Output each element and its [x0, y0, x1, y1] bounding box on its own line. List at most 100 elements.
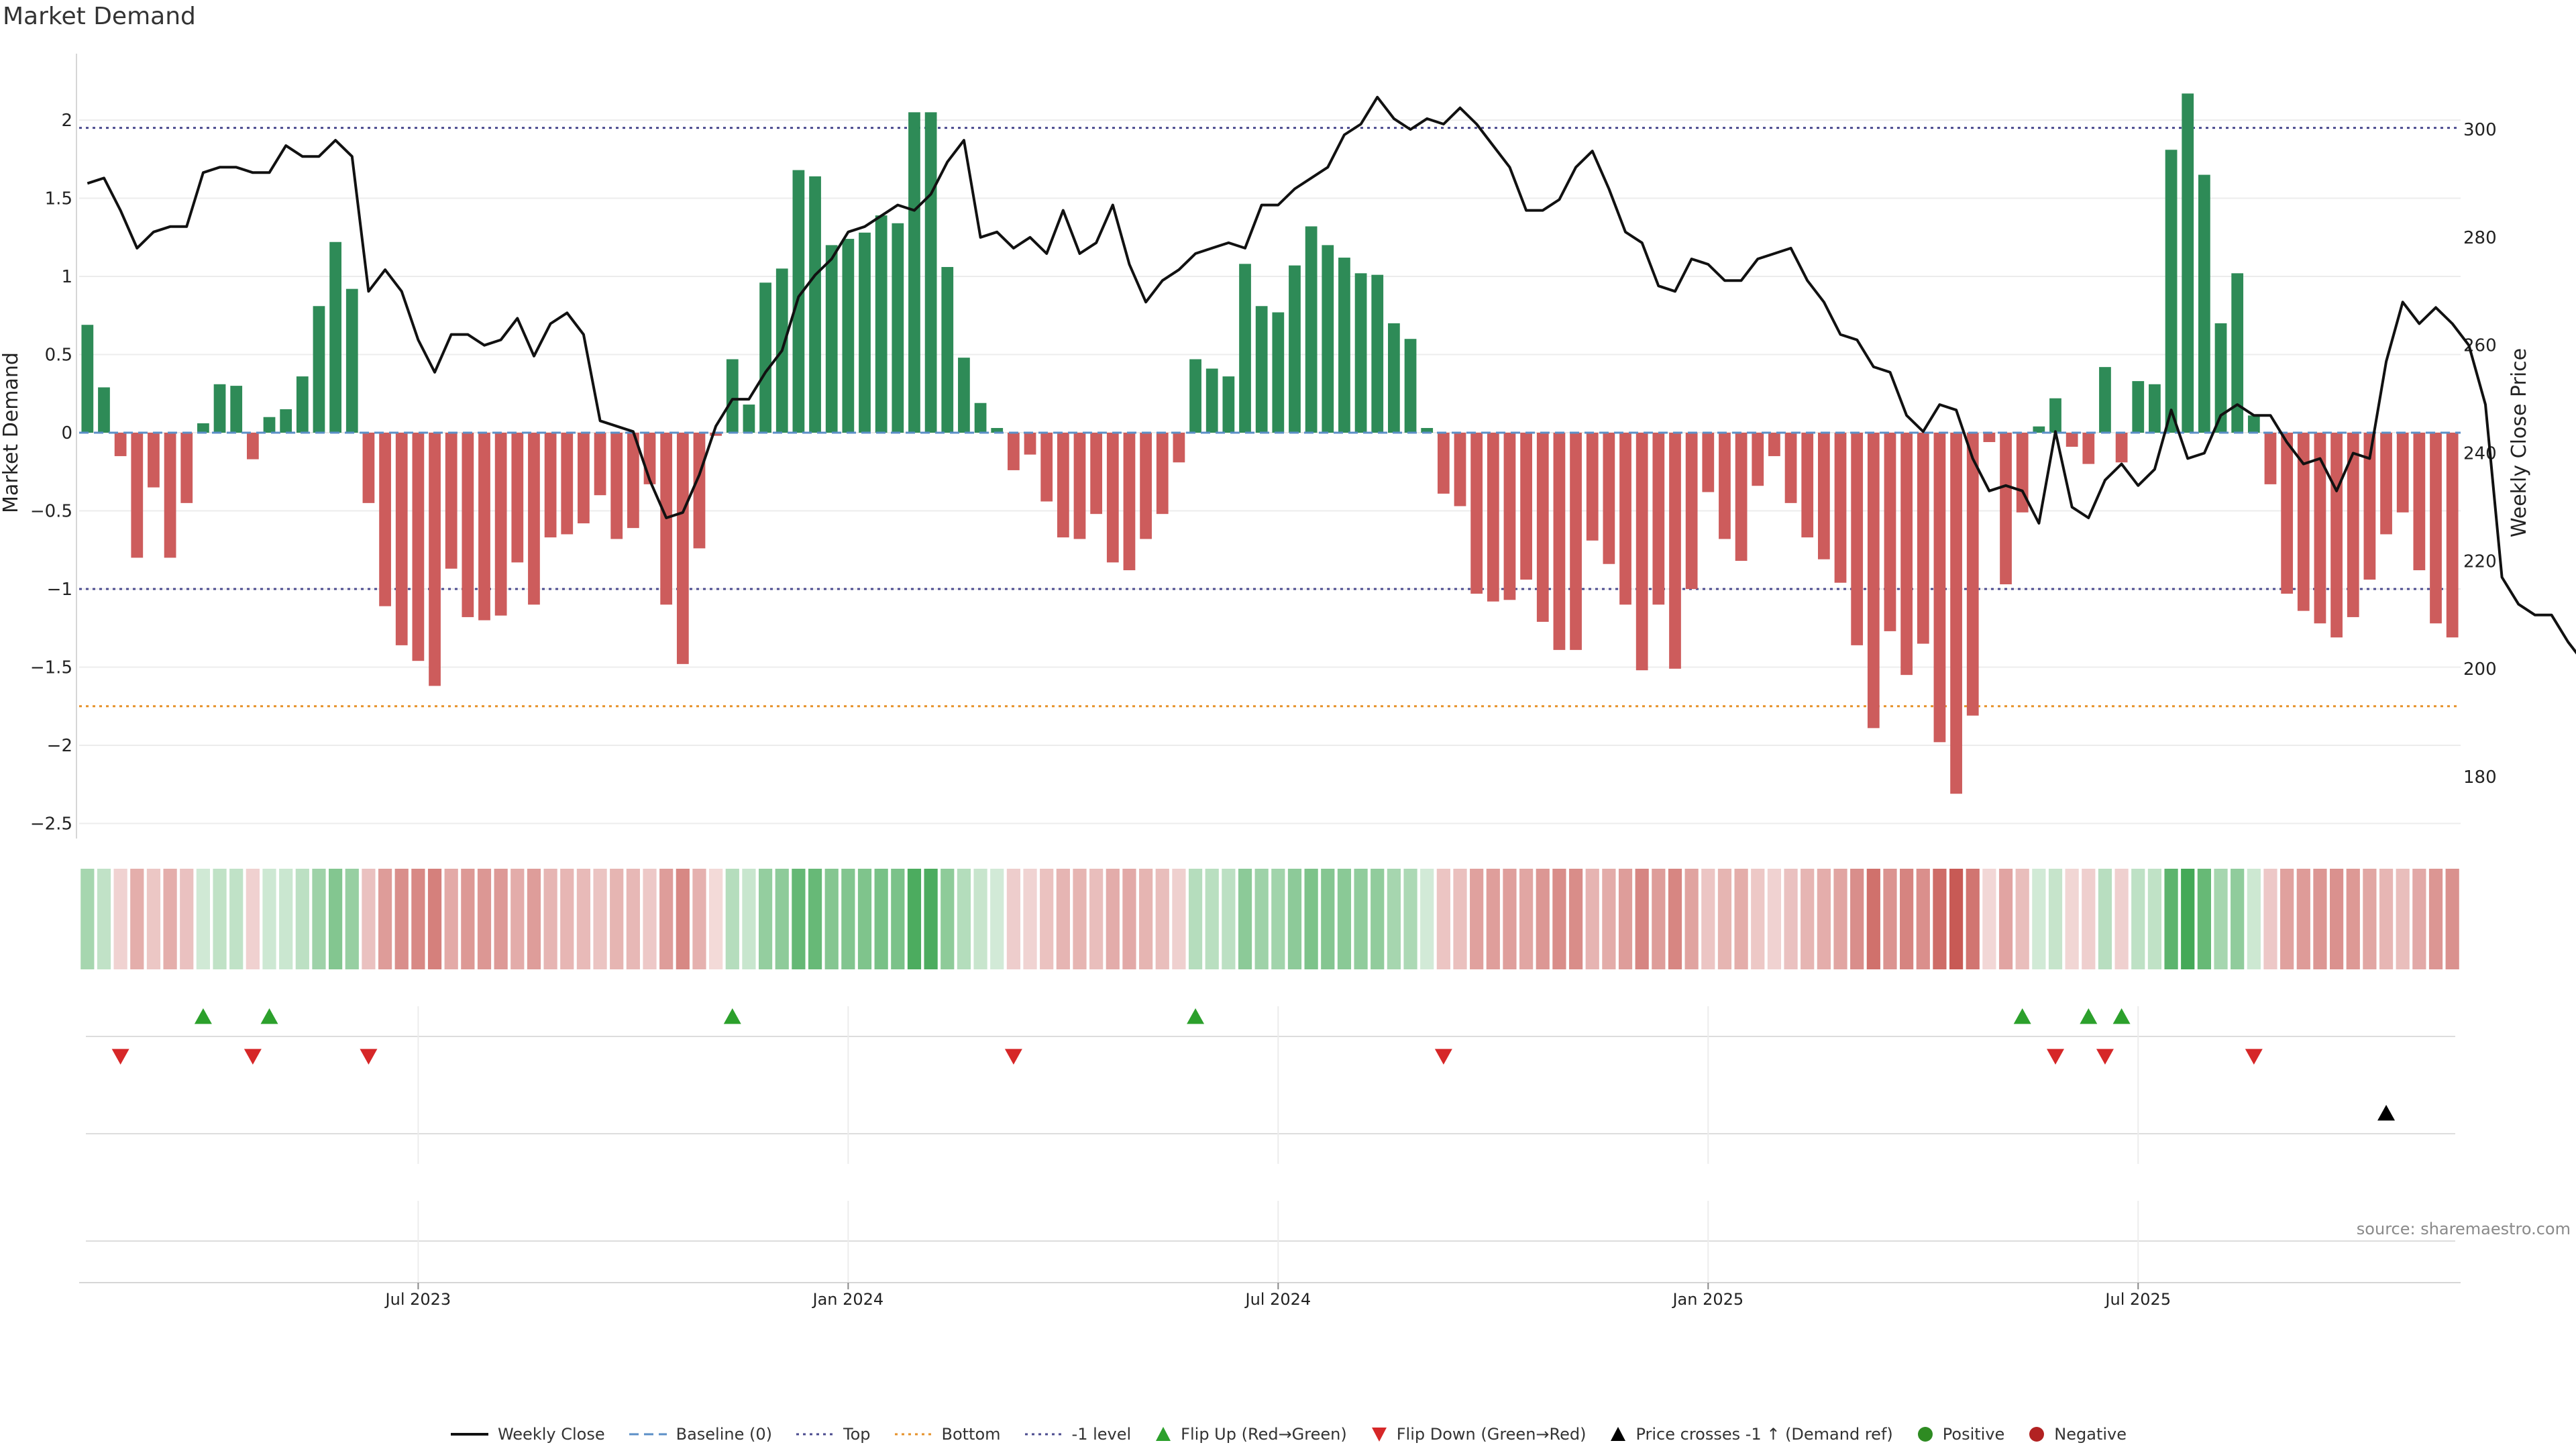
- x-tick-label: Jul 2024: [1244, 1290, 1311, 1309]
- legend-item-minus1: -1 level: [1024, 1425, 1131, 1444]
- heat-strip-cell: [329, 869, 343, 969]
- demand-bar: [445, 433, 458, 569]
- heat-strip-cell: [262, 869, 276, 969]
- heat-strip-cell: [378, 869, 392, 969]
- flip-down-swatch-mark: [1371, 1428, 1387, 1442]
- heat-strip-cell: [97, 869, 111, 969]
- legend-item-baseline: Baseline (0): [628, 1425, 772, 1444]
- y2-tick-label: 220: [2463, 551, 2497, 572]
- demand-bar: [2281, 433, 2294, 594]
- flip-down-marker: [244, 1049, 262, 1065]
- heat-strip-cell: [1982, 869, 1996, 969]
- heat-strip-cell: [1040, 869, 1054, 969]
- heat-strip-cell: [874, 869, 888, 969]
- heat-strip-cell: [477, 869, 492, 969]
- y2-axis-label: Weekly Close Price: [2508, 348, 2531, 537]
- y-tick-label: −1.5: [30, 658, 72, 678]
- demand-bar: [313, 306, 325, 433]
- demand-bar: [197, 423, 209, 433]
- heat-strip-cell: [593, 869, 607, 969]
- demand-bar: [2000, 433, 2012, 585]
- heat-strip-cell: [1271, 869, 1285, 969]
- heat-strip-cell: [907, 869, 922, 969]
- heat-strip-cell: [775, 869, 789, 969]
- minus1-swatch-icon: [1024, 1433, 1063, 1436]
- demand-bar: [1437, 433, 1450, 494]
- flip-down-marker: [1004, 1049, 1022, 1065]
- heat-strip-cell: [1933, 869, 1947, 969]
- heat-strip-cell: [610, 869, 624, 969]
- heat-strip-cell: [643, 869, 657, 969]
- demand-bar: [1173, 433, 1185, 463]
- heat-strip-cell: [1734, 869, 1748, 969]
- demand-bar: [1322, 245, 1334, 433]
- x-tick-label: Jan 2025: [1671, 1290, 1743, 1309]
- heat-strip-cell: [2181, 869, 2195, 969]
- legend-item-top: Top: [795, 1425, 871, 1444]
- heat-strip-cell: [1519, 869, 1534, 969]
- demand-bar: [792, 170, 805, 433]
- heat-strip-cell: [1503, 869, 1517, 969]
- demand-bar: [1851, 433, 1864, 645]
- demand-bar: [924, 112, 937, 433]
- heat-strip-cell: [2147, 869, 2162, 969]
- heat-strip-cell: [1866, 869, 1880, 969]
- heat-strip-cell: [1106, 869, 1120, 969]
- demand-bar: [759, 282, 771, 433]
- demand-bar: [1040, 433, 1053, 502]
- flip-up-marker: [194, 1008, 212, 1024]
- heat-strip-cell: [1238, 869, 1252, 969]
- demand-bar: [1421, 428, 1434, 433]
- heat-strip-cell: [758, 869, 773, 969]
- legend-item-negative: Negative: [2027, 1425, 2127, 1444]
- heat-strip-cell: [1635, 869, 1649, 969]
- flip-down-marker: [1434, 1049, 1452, 1065]
- legend-label-baseline: Baseline (0): [676, 1425, 772, 1444]
- heat-strip-cell: [1023, 869, 1037, 969]
- heat-strip-cell: [1403, 869, 1417, 969]
- demand-bar: [1834, 433, 1847, 583]
- demand-bar: [1338, 258, 1350, 433]
- heat-strip-cell: [2379, 869, 2394, 969]
- demand-bar: [809, 176, 821, 433]
- flip-up-marker: [260, 1008, 278, 1024]
- demand-bar: [164, 433, 176, 558]
- heat-strip-cell: [1155, 869, 1169, 969]
- heat-strip-cell: [1883, 869, 1897, 969]
- demand-bar: [1652, 433, 1665, 605]
- negative-swatch-mark: [2029, 1427, 2045, 1442]
- demand-bar: [1784, 433, 1797, 503]
- demand-bar: [478, 433, 490, 621]
- heat-strip-cell: [196, 869, 211, 969]
- heat-strip-cell: [626, 869, 640, 969]
- price-cross-swatch-mark: [1611, 1427, 1626, 1441]
- demand-bar: [1024, 433, 1036, 455]
- demand-bar: [1917, 433, 1929, 644]
- heat-strip-cell: [213, 869, 227, 969]
- demand-bar: [1570, 433, 1582, 650]
- demand-bar: [148, 433, 160, 488]
- demand-bar: [1586, 433, 1599, 541]
- demand-bar: [1470, 433, 1483, 594]
- demand-bar: [511, 433, 524, 563]
- demand-bar: [544, 433, 557, 538]
- demand-bar: [98, 387, 110, 433]
- legend-item-flip-up: Flip Up (Red→Green): [1154, 1425, 1347, 1444]
- heat-strip-cell: [1568, 869, 1583, 969]
- heat-strip-cell: [1089, 869, 1104, 969]
- demand-bar: [2413, 433, 2426, 571]
- heat-strip-cell: [1701, 869, 1715, 969]
- heat-strip-cell: [2032, 869, 2046, 969]
- heat-strip-cell: [2082, 869, 2096, 969]
- demand-bar: [1603, 433, 1615, 564]
- demand-bar: [2065, 433, 2078, 447]
- y-tick-label: 1.5: [45, 189, 72, 209]
- heat-strip-cell: [1304, 869, 1318, 969]
- y2-tick-label: 300: [2463, 120, 2497, 140]
- heat-strip-cell: [1321, 869, 1335, 969]
- heat-strip-cell: [2048, 869, 2063, 969]
- heat-strip-cell: [725, 869, 739, 969]
- price-cross-marker: [2377, 1105, 2396, 1121]
- demand-bar: [859, 232, 871, 433]
- heat-strip-cell: [229, 869, 244, 969]
